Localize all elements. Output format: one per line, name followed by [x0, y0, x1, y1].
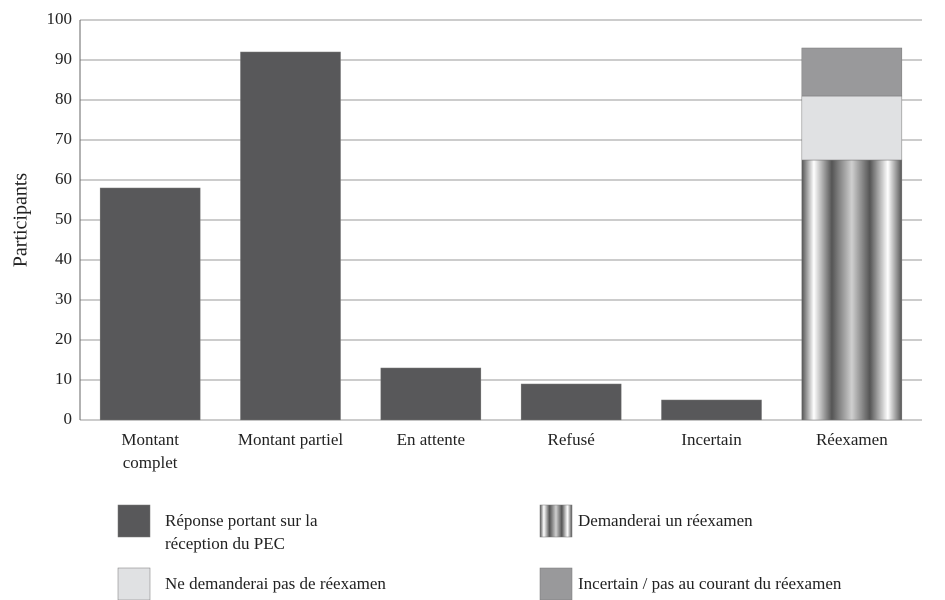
legend-label: Ne demanderai pas de réexamen: [165, 574, 386, 593]
bar-segment: [661, 399, 762, 421]
x-tick-label: Incertain: [681, 430, 742, 449]
bar-segment: [380, 367, 482, 421]
y-tick-label: 20: [55, 329, 72, 348]
y-tick-label: 30: [55, 289, 72, 308]
legend-swatch: [539, 504, 573, 538]
legend-label: Demanderai un réexamen: [578, 511, 753, 530]
bar-segment: [520, 383, 622, 421]
x-tick-label: Montant partiel: [237, 430, 344, 449]
y-tick-label: 90: [55, 49, 72, 68]
x-tick-label: En attente: [396, 430, 466, 449]
x-tick-label: Montant complet: [121, 430, 179, 472]
x-tick-label: Réexamen: [815, 430, 888, 449]
legend-swatch: [117, 504, 151, 538]
legend-swatch: [117, 567, 151, 600]
y-tick-label: 70: [55, 129, 72, 148]
legend-label: Réponse portant sur la réception du PEC: [165, 511, 318, 553]
y-tick-label: 100: [47, 9, 73, 28]
legend-label: Incertain / pas au courant du réexamen: [578, 574, 842, 593]
y-tick-label: 80: [55, 89, 72, 108]
bar-segment: [801, 159, 903, 421]
bar-segment: [801, 47, 903, 97]
y-tick-label: 0: [64, 409, 73, 428]
y-axis-label: Participants: [10, 173, 32, 268]
bar-segment: [240, 51, 341, 421]
y-tick-label: 10: [55, 369, 72, 388]
y-tick-label: 50: [55, 209, 72, 228]
bar-segment: [801, 95, 903, 161]
bar-segment: [99, 187, 201, 421]
y-tick-label: 60: [55, 169, 72, 188]
legend-swatch: [539, 567, 573, 600]
y-tick-label: 40: [55, 249, 72, 268]
x-tick-label: Refusé: [547, 430, 595, 449]
